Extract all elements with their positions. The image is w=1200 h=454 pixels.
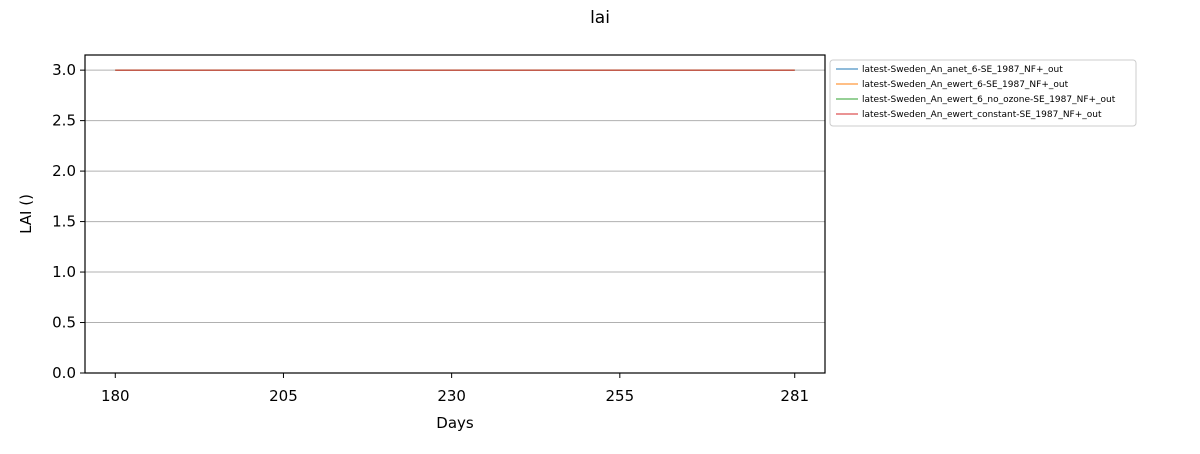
chart-title: lai — [590, 8, 610, 28]
legend-label: latest-Sweden_An_anet_6-SE_1987_NF+_out — [862, 65, 1063, 75]
x-tick-label: 180 — [101, 387, 130, 405]
plot-area-frame — [84, 54, 826, 374]
legend-label: latest-Sweden_An_ewert_constant-SE_1987_… — [862, 110, 1102, 120]
y-tick-label: 0.5 — [52, 314, 76, 332]
legend-label: latest-Sweden_An_ewert_6-SE_1987_NF+_out — [862, 80, 1069, 90]
y-tick-label: 1.5 — [52, 213, 76, 231]
x-axis: 180 205 230 255 281 — [101, 373, 809, 405]
y-axis: 0.0 0.5 1.0 1.5 2.0 2.5 3.0 — [52, 61, 85, 382]
y-tick-label: 3.0 — [52, 61, 76, 79]
x-tick-label: 255 — [605, 387, 634, 405]
x-tick-label: 230 — [437, 387, 466, 405]
y-tick-label: 2.5 — [52, 112, 76, 130]
legend: latest-Sweden_An_anet_6-SE_1987_NF+_outl… — [829, 59, 1137, 127]
grid-lines — [85, 69, 825, 374]
y-tick-label: 1.0 — [52, 263, 76, 281]
y-tick-label: 0.0 — [52, 364, 76, 382]
y-axis-title: LAI () — [17, 194, 35, 234]
y-tick-label: 2.0 — [52, 162, 76, 180]
x-axis-title: Days — [436, 414, 474, 432]
legend-box — [829, 59, 1137, 127]
legend-label: latest-Sweden_An_ewert_6_no_ozone-SE_198… — [862, 95, 1116, 105]
x-tick-label: 205 — [269, 387, 298, 405]
x-tick-label: 281 — [780, 387, 809, 405]
